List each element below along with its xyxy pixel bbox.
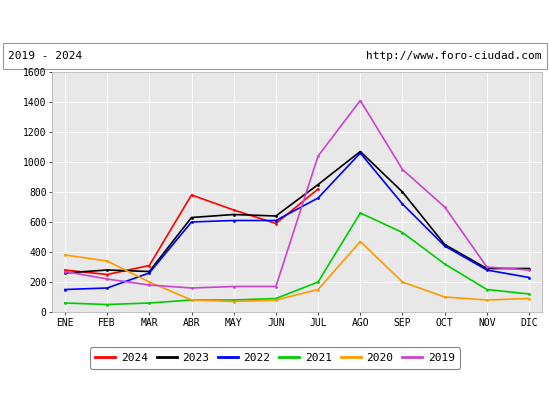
Legend: 2024, 2023, 2022, 2021, 2020, 2019: 2024, 2023, 2022, 2021, 2020, 2019 — [90, 348, 460, 368]
Text: Evolucion Nº Turistas Extranjeros en el municipio de Periana: Evolucion Nº Turistas Extranjeros en el … — [35, 14, 515, 28]
Text: 2019 - 2024: 2019 - 2024 — [8, 51, 82, 61]
Text: http://www.foro-ciudad.com: http://www.foro-ciudad.com — [366, 51, 542, 61]
